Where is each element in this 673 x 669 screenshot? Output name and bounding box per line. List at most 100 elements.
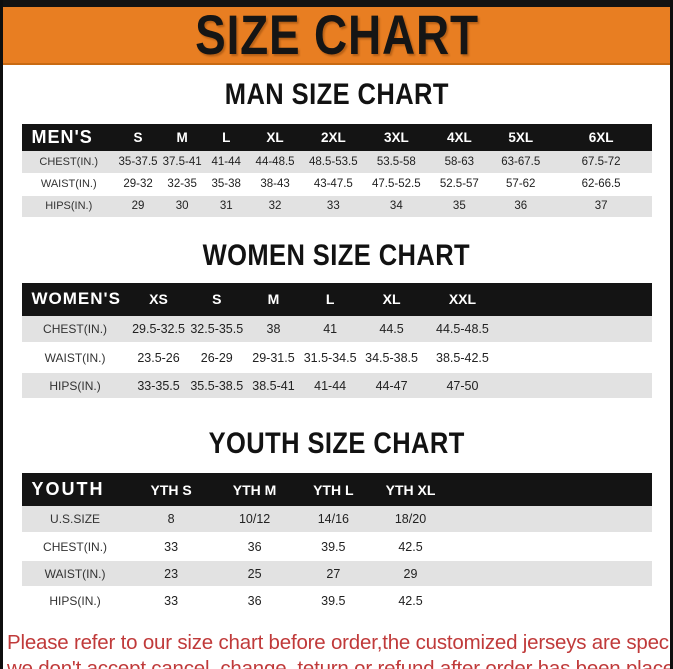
size-cell: 14/16: [317, 512, 349, 526]
size-cell: 18/20: [394, 512, 427, 526]
man-size-table: MEN'S S M L XL 2XL 3XL 4XL 5XL 6XL CHEST(IN.) 35-37…: [21, 124, 652, 218]
row-label: U.S.SIZE: [50, 512, 101, 526]
size-column-header: 6XL: [550, 124, 652, 151]
size-row: WAIST(IN.) 29-32 32-35 35-38 38-43 43-47.5 47.…: [21, 173, 652, 195]
size-cell: 33: [326, 200, 340, 212]
size-cell: 23.5-26: [137, 350, 180, 365]
size-cell: 57-62: [506, 178, 536, 190]
size-cell: 29.5-32.5: [132, 321, 185, 336]
man-section-heading-text: MAN SIZE CHART: [224, 78, 449, 111]
size-cell: 52.5-57: [439, 178, 479, 190]
row-label: HIPS(IN.): [45, 200, 93, 212]
size-cell: 39.5: [321, 539, 346, 554]
size-cell: 44-47: [375, 378, 408, 393]
empty-cell: [500, 316, 651, 344]
size-cell: 41: [323, 321, 338, 336]
size-column-header: S: [188, 282, 246, 316]
size-cell: 35-37.5: [118, 155, 158, 168]
size-cell: 29: [131, 200, 145, 212]
size-column-header: M: [245, 282, 302, 316]
size-cell: 29-32: [123, 178, 153, 190]
youth-section-heading-text: YOUTH SIZE CHART: [208, 427, 465, 460]
size-cell: 33: [164, 539, 179, 554]
size-cell: 42.5: [398, 539, 423, 554]
empty-header-cell: [449, 473, 652, 506]
empty-header-cell: [500, 282, 652, 316]
size-column-header: S: [116, 124, 161, 151]
women-section-heading: WOMEN SIZE CHART: [3, 239, 670, 273]
row-label: CHEST(IN.): [43, 539, 108, 554]
empty-cell: [500, 372, 651, 400]
table-corner-label: WOMEN'S: [21, 282, 129, 316]
size-cell: 8: [167, 512, 175, 526]
size-cell: 62-66.5: [581, 178, 621, 190]
row-label: HIPS(IN.): [49, 593, 101, 608]
row-label: CHEST(IN.): [43, 321, 108, 336]
size-cell: 30: [175, 200, 189, 212]
order-notice: Please refer to our size chart before or…: [3, 630, 670, 669]
size-cell: 25: [247, 566, 262, 581]
size-cell: 37.5-41: [162, 155, 202, 168]
size-cell: 23: [164, 566, 179, 581]
size-cell: 35: [452, 200, 466, 212]
order-notice-line1: Please refer to our size chart before or…: [7, 631, 673, 654]
man-section-heading: MAN SIZE CHART: [3, 78, 670, 112]
size-cell: 44.5-48.5: [436, 321, 489, 336]
size-cell: 47-50: [446, 378, 479, 393]
size-cell: 42.5: [398, 593, 423, 608]
empty-cell: [500, 344, 651, 372]
size-cell: 35-38: [211, 178, 241, 190]
women-size-table: WOMEN'S XS S M L XL XXL CHEST(IN.) 29.5-32.5 32.5…: [21, 282, 652, 402]
size-row: CHEST(IN.) 35-37.5 37.5-41 41-44 44-48.5 48.5…: [21, 151, 652, 173]
table-corner-label: YOUTH: [21, 473, 129, 506]
size-cell: 32: [268, 200, 282, 212]
size-cell: 38-43: [260, 178, 290, 190]
size-cell: 63-67.5: [501, 155, 541, 168]
size-column-header: XXL: [424, 282, 501, 316]
size-cell: 32-35: [167, 178, 197, 190]
row-label: WAIST(IN.): [44, 566, 106, 581]
size-cell: 10/12: [238, 512, 271, 526]
size-cell: 36: [247, 593, 262, 608]
size-cell: 38: [266, 321, 281, 336]
women-section-heading-text: WOMEN SIZE CHART: [202, 238, 471, 272]
size-column-header: XS: [128, 282, 189, 316]
size-column-header: YTH L: [295, 473, 372, 506]
size-row: HIPS(IN.) 33-35.5 35.5-38.5 38.5-41 41-44 44-…: [21, 371, 652, 400]
size-column-header: 2XL: [301, 124, 365, 151]
size-cell: 36: [247, 539, 262, 554]
size-column-header: 5XL: [490, 124, 551, 151]
size-cell: 34.5-38.5: [365, 350, 418, 365]
size-cell: 53.5-58: [376, 155, 416, 168]
size-column-header: XL: [248, 124, 302, 151]
size-cell: 44.5: [379, 321, 404, 336]
empty-cell: [450, 506, 652, 533]
size-row: U.S.SIZE 8 10/12 14/16 18/20: [21, 506, 652, 533]
page-title: SIZE CHART: [194, 3, 479, 66]
size-cell: 33: [164, 593, 179, 608]
size-cell: 43-47.5: [313, 178, 353, 190]
size-cell: 27: [326, 566, 341, 581]
size-cell: 47.5-52.5: [372, 178, 421, 190]
size-cell: 41-44: [211, 155, 241, 168]
size-column-header: XL: [358, 282, 425, 316]
size-cell: 39.5: [321, 593, 346, 608]
row-label: HIPS(IN.): [49, 378, 101, 393]
size-column-header: M: [160, 124, 205, 151]
top-black-bar: [3, 0, 670, 7]
size-cell: 37: [594, 200, 608, 212]
size-cell: 38.5-41: [252, 378, 295, 393]
size-column-header: YTH M: [213, 473, 296, 506]
size-cell: 48.5-53.5: [309, 155, 358, 168]
size-row: HIPS(IN.) 33 36 39.5 42.5: [21, 587, 652, 614]
size-cell: 29: [403, 566, 418, 581]
title-banner: SIZE CHART: [3, 7, 670, 65]
empty-cell: [450, 533, 652, 560]
size-column-header: YTH XL: [371, 473, 450, 506]
row-label: CHEST(IN.): [39, 155, 99, 168]
row-label: WAIST(IN.): [44, 350, 106, 365]
size-cell: 34: [389, 200, 403, 212]
size-column-header: L: [204, 124, 249, 151]
order-notice-line2: we don't accept cancel, change, teturn o…: [7, 657, 673, 669]
size-row: HIPS(IN.) 29 30 31 32 33 34 35 36 37: [21, 195, 652, 217]
